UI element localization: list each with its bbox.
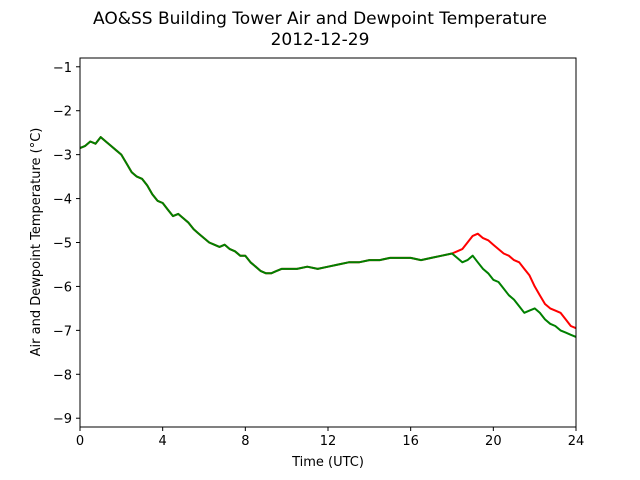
- x-tick-label: 12: [320, 434, 337, 449]
- x-tick-label: 0: [76, 434, 84, 449]
- series-layer: [79, 136, 577, 338]
- plot-frame: [79, 57, 577, 428]
- y-tick-label: −1: [53, 61, 72, 76]
- y-tick-label: −5: [53, 237, 72, 252]
- x-tick-label: 16: [402, 434, 419, 449]
- y-axis-label: Air and Dewpoint Temperature (°C): [29, 128, 44, 357]
- series-line-1: [79, 136, 577, 338]
- x-axis-label: Time (UTC): [291, 455, 364, 470]
- y-tick-label: −8: [53, 368, 72, 383]
- x-tick-label: 4: [159, 434, 167, 449]
- chart-subtitle: 2012-12-29: [271, 30, 370, 50]
- y-tick-label: −9: [53, 412, 72, 427]
- y-tick-label: −4: [53, 193, 72, 208]
- x-tick-label: 8: [241, 434, 249, 449]
- y-tick-label: −2: [53, 105, 72, 120]
- y-tick-label: −7: [53, 324, 72, 339]
- series-line-0: [79, 136, 577, 330]
- x-tick-label: 24: [568, 434, 585, 449]
- x-axis: 0 4 8 12 16 20 24: [76, 427, 584, 449]
- y-axis: −9 −8 −7 −6 −5 −4 −3 −2 −1: [53, 61, 80, 427]
- y-tick-label: −3: [53, 149, 72, 164]
- chart-title: AO&SS Building Tower Air and Dewpoint Te…: [93, 9, 547, 29]
- x-tick-label: 20: [485, 434, 502, 449]
- y-tick-label: −6: [53, 280, 72, 295]
